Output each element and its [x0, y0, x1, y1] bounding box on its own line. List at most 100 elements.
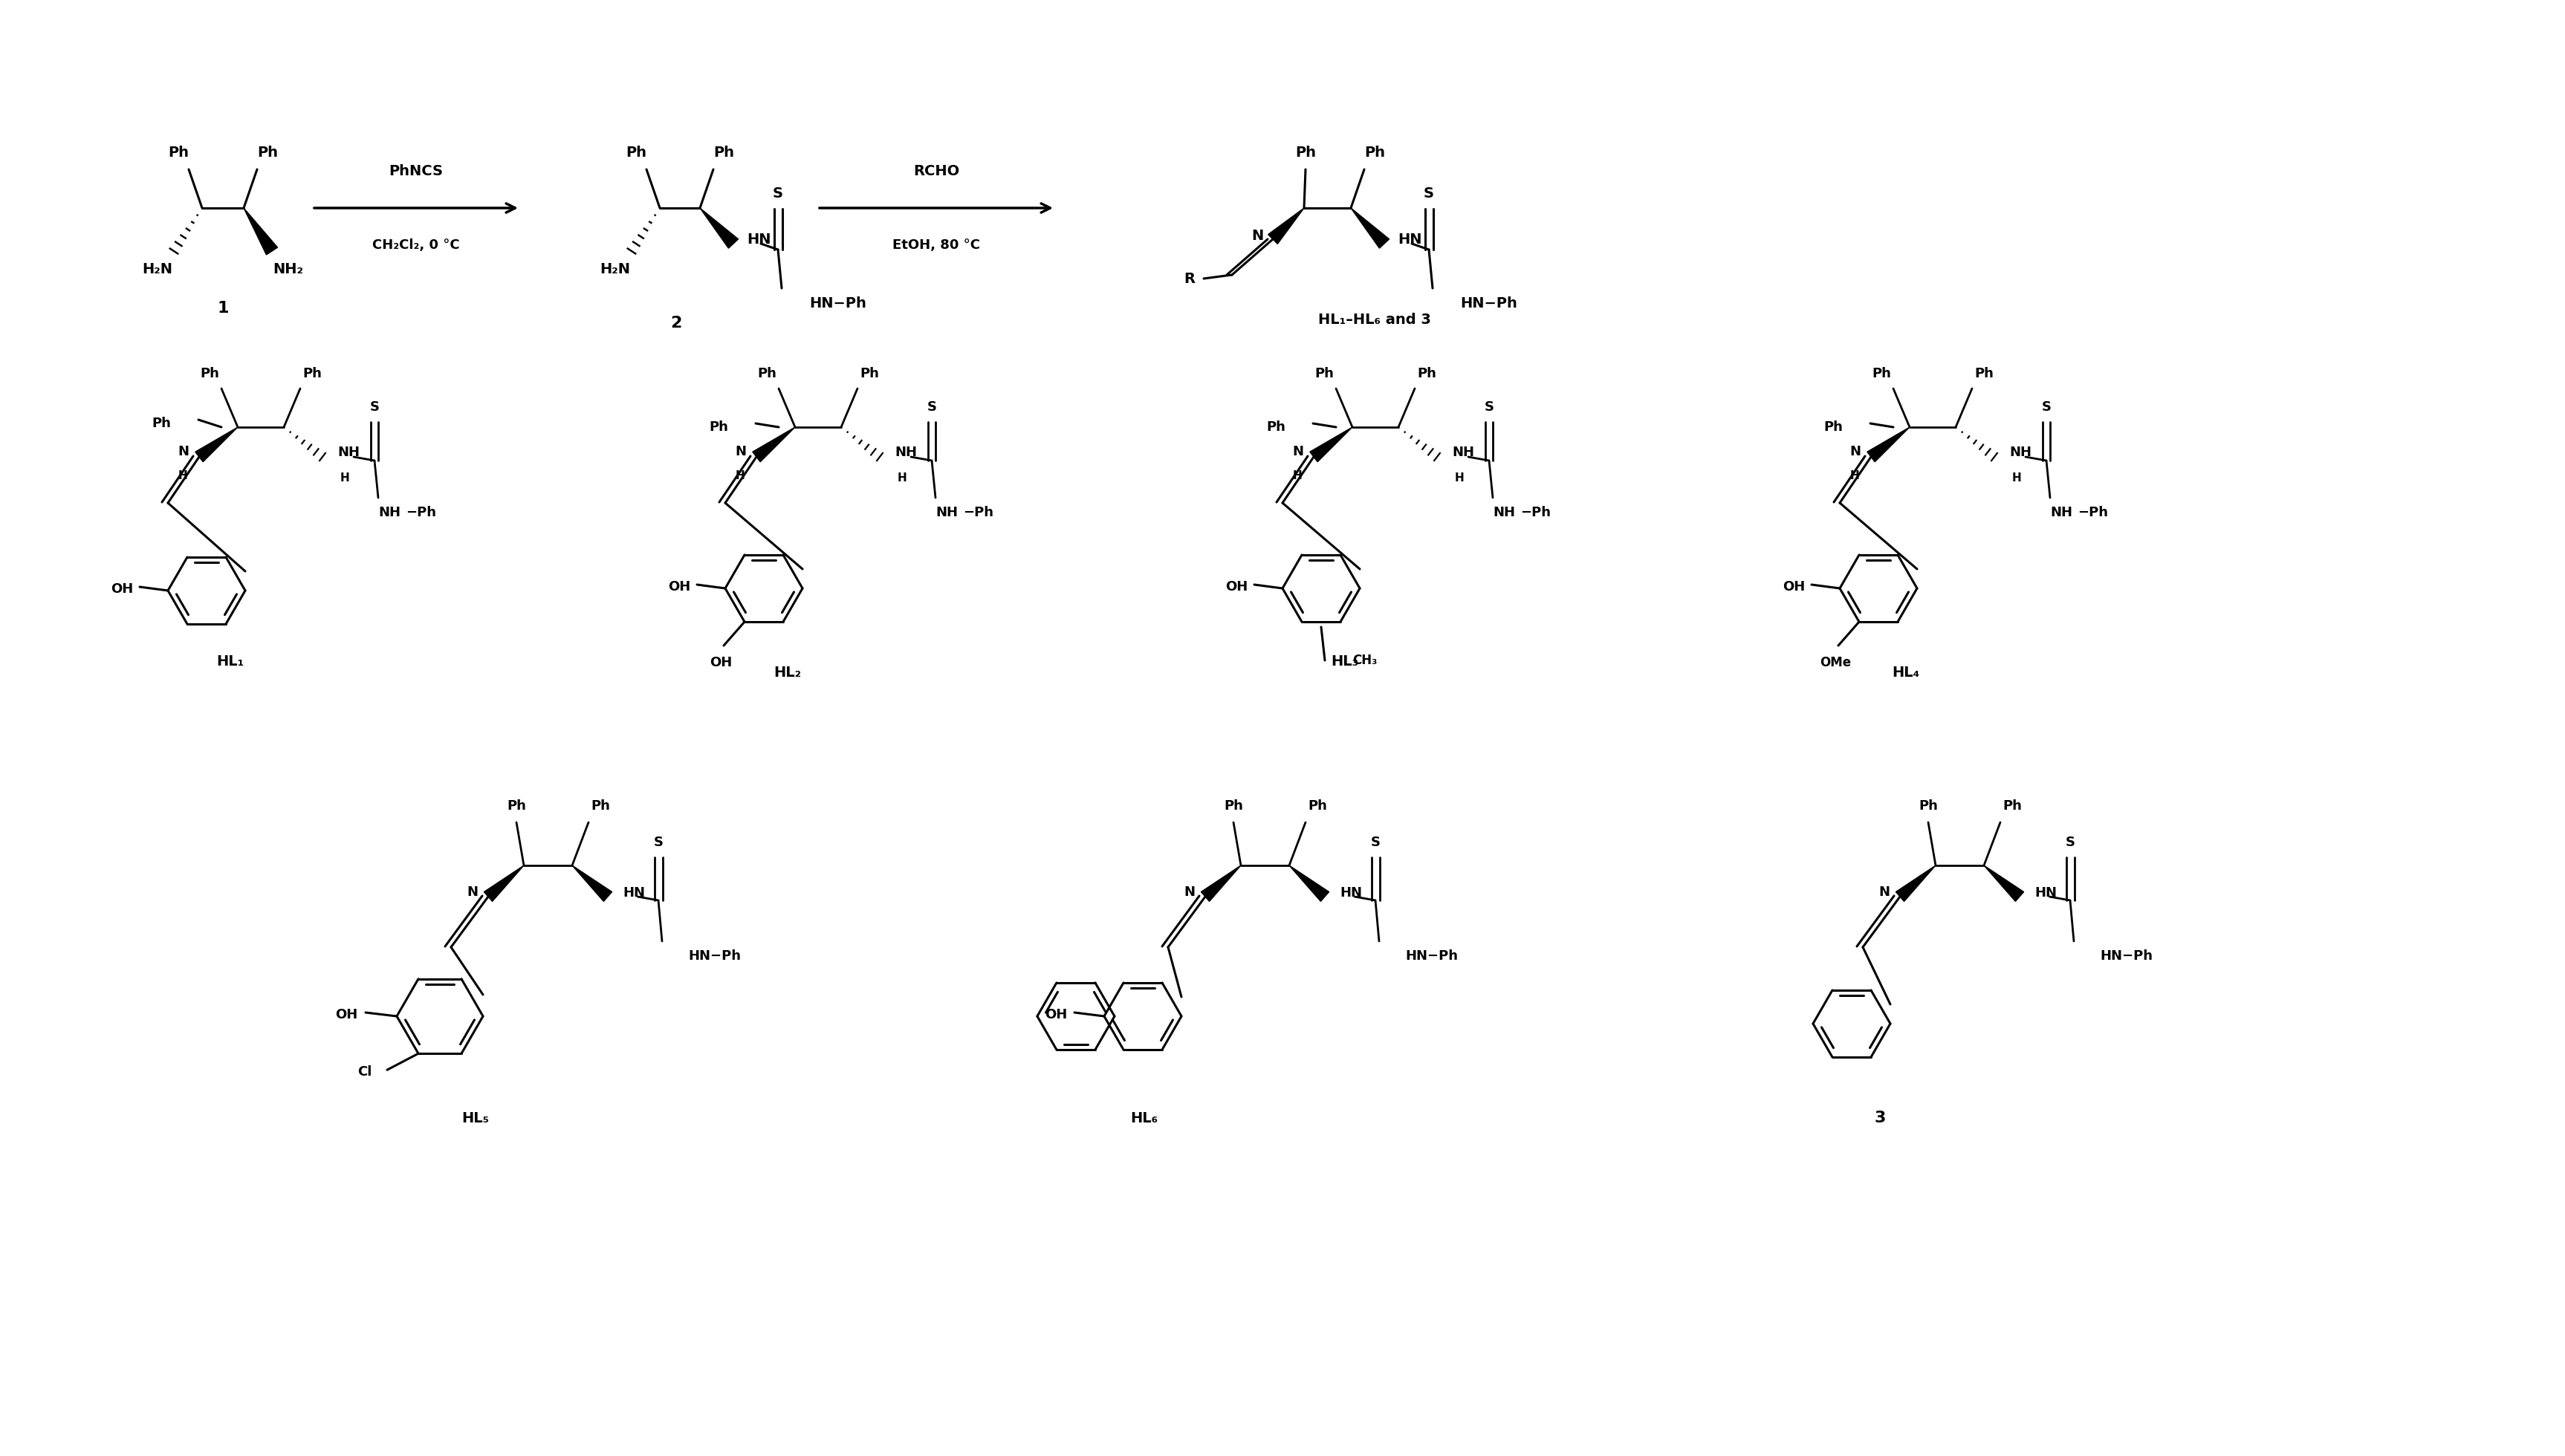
Text: N: N	[177, 446, 190, 459]
Text: Ph: Ph	[1416, 367, 1436, 380]
Text: NH₂: NH₂	[272, 262, 303, 277]
Text: HN: HN	[1339, 887, 1362, 900]
Polygon shape	[485, 865, 523, 901]
Polygon shape	[1867, 427, 1908, 462]
Text: RCHO: RCHO	[913, 165, 959, 178]
Text: NH: NH	[2049, 505, 2073, 520]
Text: −Ph: −Ph	[405, 505, 436, 520]
Text: H: H	[736, 470, 744, 480]
Text: Ph: Ph	[303, 367, 321, 380]
Text: Ph: Ph	[1267, 421, 1285, 434]
Polygon shape	[700, 208, 739, 248]
Text: OH: OH	[667, 579, 690, 594]
Text: Ph: Ph	[1308, 799, 1326, 812]
Polygon shape	[1896, 865, 1937, 901]
Text: Cl: Cl	[357, 1066, 372, 1079]
Text: HN−Ph: HN−Ph	[1459, 296, 1518, 310]
Polygon shape	[1200, 865, 1241, 901]
Text: S: S	[772, 186, 782, 201]
Text: N: N	[467, 885, 477, 898]
Text: N: N	[736, 446, 746, 459]
Text: H₂N: H₂N	[141, 262, 172, 277]
Text: N: N	[1878, 885, 1890, 898]
Text: HN−Ph: HN−Ph	[2101, 949, 2152, 962]
Text: NH: NH	[377, 505, 400, 520]
Text: HL₃: HL₃	[1331, 654, 1359, 668]
Text: H: H	[2011, 472, 2021, 483]
Text: H: H	[177, 470, 187, 480]
Polygon shape	[752, 427, 795, 462]
Text: H: H	[341, 472, 349, 483]
Text: Ph: Ph	[626, 146, 646, 159]
Text: HL₅: HL₅	[462, 1111, 490, 1125]
Text: HN: HN	[1398, 232, 1421, 246]
Polygon shape	[195, 427, 239, 462]
Text: Ph: Ph	[1872, 367, 1890, 380]
Text: Ph: Ph	[708, 421, 728, 434]
Text: Ph: Ph	[1295, 146, 1316, 159]
Text: S: S	[926, 400, 936, 414]
Text: Ph: Ph	[859, 367, 880, 380]
Text: OH: OH	[711, 657, 731, 670]
Text: Ph: Ph	[508, 799, 526, 812]
Text: S: S	[654, 836, 664, 849]
Text: R: R	[1182, 271, 1195, 285]
Text: HL₆: HL₆	[1131, 1111, 1157, 1125]
Text: −Ph: −Ph	[2078, 505, 2108, 520]
Text: N: N	[1252, 229, 1265, 243]
Text: 1: 1	[218, 301, 228, 316]
Text: HL₂: HL₂	[775, 665, 800, 680]
Text: −Ph: −Ph	[1521, 505, 1552, 520]
Polygon shape	[1983, 865, 2024, 901]
Text: Ph: Ph	[256, 146, 277, 159]
Text: Ph: Ph	[1313, 367, 1334, 380]
Text: OH: OH	[336, 1008, 357, 1022]
Text: CH₂Cl₂, 0 °C: CH₂Cl₂, 0 °C	[372, 239, 459, 252]
Text: S: S	[369, 400, 380, 414]
Text: OH: OH	[110, 582, 133, 596]
Text: Ph: Ph	[2003, 799, 2021, 812]
Text: N: N	[1849, 446, 1860, 459]
Text: Ph: Ph	[1224, 799, 1244, 812]
Text: H: H	[1849, 470, 1860, 480]
Text: H₂N: H₂N	[600, 262, 631, 277]
Text: Ph: Ph	[167, 146, 190, 159]
Text: NH: NH	[2008, 446, 2031, 459]
Text: S: S	[1485, 400, 1493, 414]
Text: HN: HN	[623, 887, 644, 900]
Text: Ph: Ph	[713, 146, 734, 159]
Text: 3: 3	[1875, 1111, 1885, 1125]
Text: HN−Ph: HN−Ph	[808, 296, 867, 310]
Text: H: H	[1293, 470, 1303, 480]
Text: Ph: Ph	[590, 799, 610, 812]
Text: NH: NH	[895, 446, 916, 459]
Text: HN: HN	[2034, 887, 2057, 900]
Text: NH: NH	[339, 446, 359, 459]
Text: Ph: Ph	[1365, 146, 1385, 159]
Text: H: H	[1454, 472, 1465, 483]
Text: Ph: Ph	[1919, 799, 1937, 812]
Text: S: S	[1424, 186, 1434, 201]
Text: N: N	[1182, 885, 1195, 898]
Text: HL₁: HL₁	[215, 654, 244, 668]
Text: OH: OH	[1783, 579, 1806, 594]
Text: −Ph: −Ph	[962, 505, 993, 520]
Text: OMe: OMe	[1819, 657, 1852, 670]
Text: Ph: Ph	[200, 367, 218, 380]
Text: N: N	[1293, 446, 1303, 459]
Text: EtOH, 80 °C: EtOH, 80 °C	[893, 239, 980, 252]
Polygon shape	[1267, 208, 1303, 245]
Text: CH₃: CH₃	[1352, 654, 1377, 667]
Polygon shape	[1352, 208, 1390, 248]
Text: H: H	[898, 472, 908, 483]
Text: PhNCS: PhNCS	[390, 165, 444, 178]
Text: Ph: Ph	[151, 416, 172, 430]
Text: S: S	[2042, 400, 2052, 414]
Polygon shape	[572, 865, 613, 901]
Text: HN−Ph: HN−Ph	[687, 949, 741, 962]
Text: S: S	[1370, 836, 1380, 849]
Text: HL₁–HL₆ and 3: HL₁–HL₆ and 3	[1318, 313, 1431, 326]
Polygon shape	[1290, 865, 1329, 901]
Text: OH: OH	[1226, 579, 1247, 594]
Text: Ph: Ph	[1975, 367, 1993, 380]
